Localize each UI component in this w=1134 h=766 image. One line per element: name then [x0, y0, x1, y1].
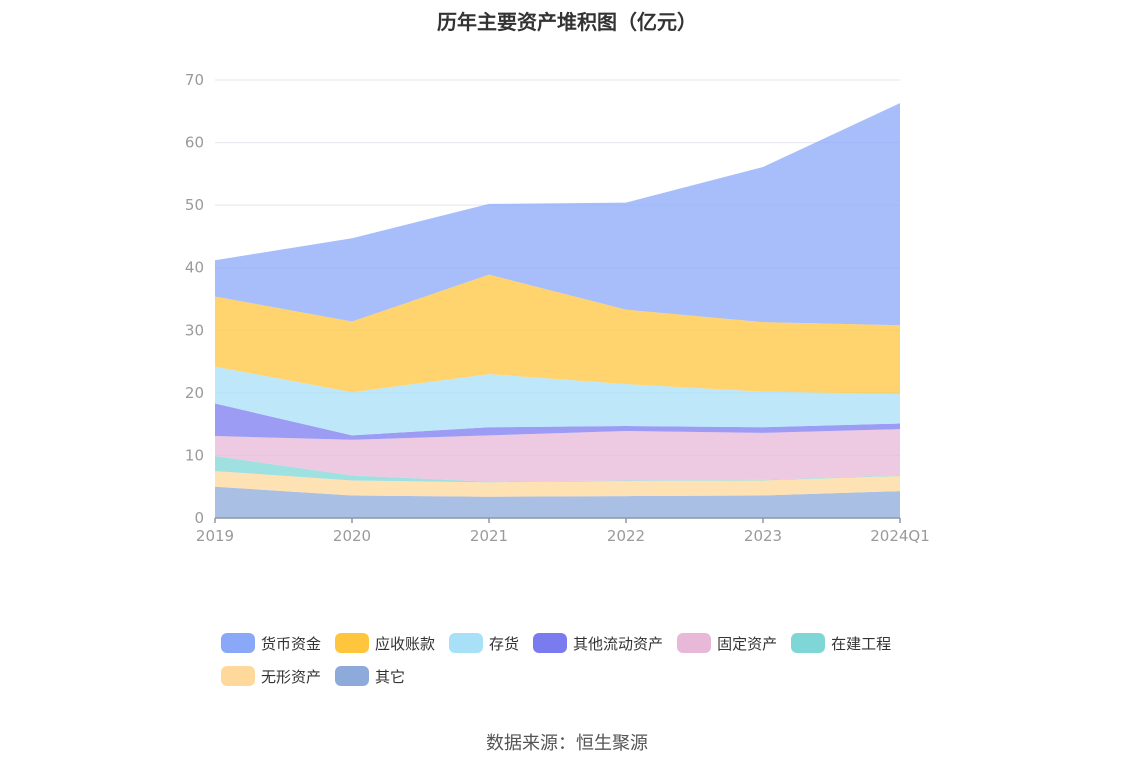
legend-label: 无形资产: [261, 667, 322, 686]
legend-row: 货币资金 应收账款 存货 其他流动资产 固定资产 在建工程: [221, 632, 941, 654]
area-series-无形资产: [215, 471, 900, 497]
stacked-area-chart: 0 10 20 30 40 50 60 70 2019 2020 2021 2022 2023 2024Q…: [185, 71, 930, 545]
x-tick-label: 2020: [333, 527, 371, 545]
legend-label: 其他流动资产: [573, 634, 664, 653]
y-tick-label: 70: [185, 71, 204, 89]
y-tick-label: 0: [194, 509, 204, 527]
y-tick-label: 60: [185, 134, 204, 152]
y-tick-label: 50: [185, 196, 204, 214]
legend-item[interactable]: 其它: [335, 666, 405, 687]
legend-label: 货币资金: [261, 634, 322, 653]
axes: 0 10 20 30 40 50 60 70 2019 2020 2021 2022 2023 2024Q…: [185, 71, 930, 545]
legend-item[interactable]: 存货: [449, 633, 519, 654]
legend-label: 在建工程: [831, 634, 892, 653]
x-tick-label: 2021: [470, 527, 508, 545]
x-tick-label: 2024Q1: [870, 527, 930, 545]
area-series-应收账款: [215, 274, 900, 395]
legend-item[interactable]: 货币资金: [221, 633, 321, 654]
legend-item[interactable]: 在建工程: [791, 633, 891, 654]
legend-item[interactable]: 无形资产: [221, 666, 321, 687]
area-series-货币资金: [215, 103, 900, 326]
legend-label: 固定资产: [717, 634, 778, 653]
y-tick-label: 30: [185, 321, 204, 339]
area-series-存货: [215, 366, 900, 436]
legend-item[interactable]: 固定资产: [677, 633, 777, 654]
legend-swatch: [677, 633, 712, 653]
x-tick-label: 2023: [744, 527, 782, 545]
x-tick-label: 2019: [196, 527, 234, 545]
legend-swatch: [533, 633, 568, 653]
area-series-固定资产: [215, 429, 900, 482]
legend-swatch: [221, 666, 255, 686]
legend-swatch: [335, 666, 370, 686]
legend-row: 无形资产 其它: [221, 665, 941, 687]
y-tick-label: 10: [185, 446, 204, 464]
area-series: [215, 103, 900, 518]
legend-swatch: [221, 633, 255, 653]
area-series-其它: [215, 486, 900, 518]
legend-swatch: [791, 633, 826, 653]
chart-title: 历年主要资产堆积图（亿元）: [437, 10, 697, 34]
legend-item[interactable]: 应收账款: [335, 633, 435, 654]
legend-label: 应收账款: [375, 634, 436, 653]
data-source: 数据来源：恒生聚源: [486, 733, 648, 754]
legend-label: 其它: [375, 667, 406, 686]
y-tick-label: 40: [185, 259, 204, 277]
legend-swatch: [335, 633, 370, 653]
legend: 货币资金 应收账款 存货 其他流动资产 固定资产 在建工程无形资产 其它: [221, 632, 941, 698]
legend-label: 存货: [489, 634, 520, 653]
legend-swatch: [449, 633, 484, 653]
y-tick-label: 20: [185, 384, 204, 402]
x-tick-label: 2022: [607, 527, 645, 545]
area-series-其他流动资产: [215, 403, 900, 440]
legend-item[interactable]: 其他流动资产: [533, 633, 663, 654]
